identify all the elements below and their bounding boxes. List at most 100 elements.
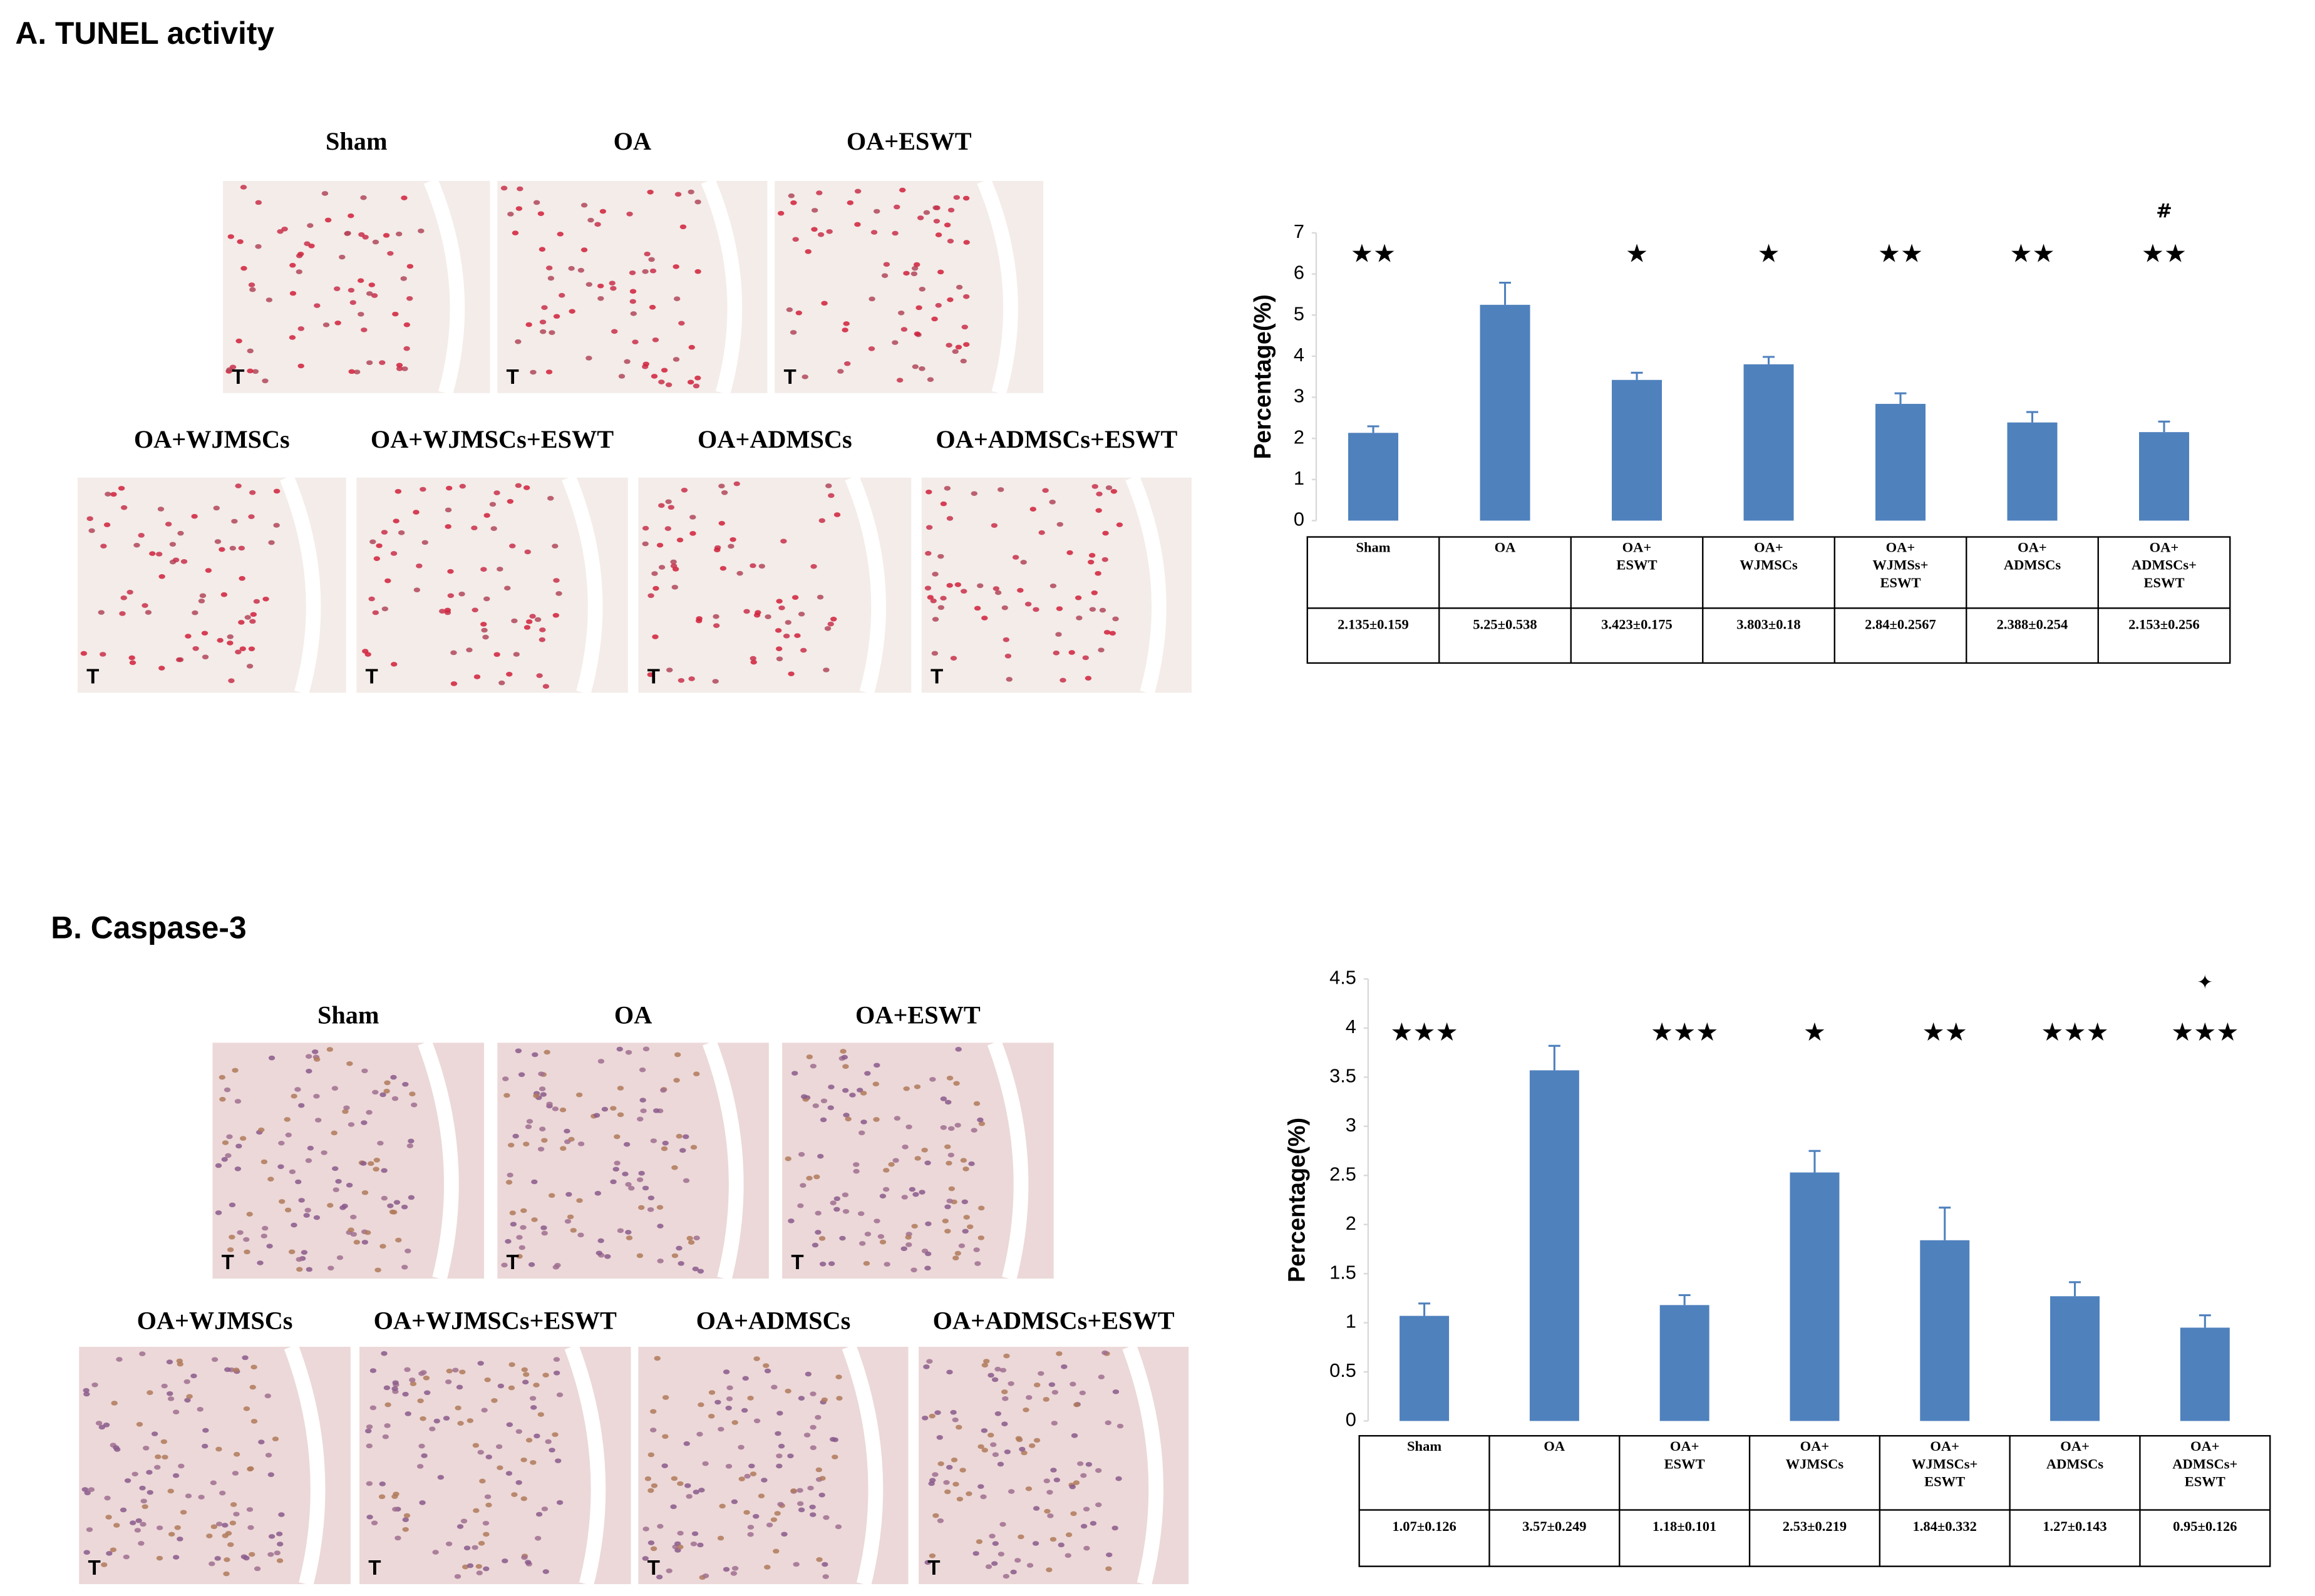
image-marker: T [931,665,943,688]
table-cell: 0.95±0.126 [2173,1520,2237,1535]
cell-nucleus [303,1213,310,1218]
cell-nucleus [532,1052,539,1058]
cell-nucleus [518,1245,525,1250]
cell-nucleus [718,1426,724,1432]
cell-nucleus [541,1230,548,1236]
cell-nucleus [472,1443,480,1448]
cell-nucleus [139,1351,146,1356]
image-marker: T [222,1251,234,1274]
error-bar [1367,425,1379,433]
cell-nucleus [174,1525,181,1530]
cell-nucleus [658,565,666,570]
cell-nucleus [925,550,932,556]
cell-nucleus [815,1230,822,1235]
cell-nucleus [717,1535,724,1541]
cell-nucleus [1058,1542,1065,1548]
cell-nucleus [1065,1532,1073,1537]
cell-nucleus [629,289,637,294]
cell-nucleus [545,265,553,270]
cell-nucleus [842,327,848,332]
cell-nucleus [506,1422,513,1428]
cell-nucleus [576,1198,583,1203]
cell-nucleus [981,1428,988,1433]
cell-nucleus [493,490,500,495]
cell-nucleus [396,366,403,371]
cell-nucleus [229,1202,236,1208]
cell-nucleus [697,1542,704,1548]
cell-nucleus [531,1179,538,1185]
cell-nucleus [997,1461,1004,1467]
cell-nucleus [497,1383,505,1389]
cell-nucleus [863,1261,870,1266]
cell-nucleus [652,337,659,342]
cell-nucleus [314,1057,321,1062]
cell-nucleus [741,1408,748,1413]
cell-nucleus [956,1496,964,1502]
cell-nucleus [222,1140,229,1145]
table-cell: 1.27±0.143 [2043,1520,2106,1535]
cell-nucleus [912,1192,919,1197]
cell-nucleus [877,1234,885,1239]
cell-nucleus [186,1394,193,1399]
cell-nucleus [690,1145,698,1150]
value-label: 2.153±0.256 [2128,618,2200,634]
cell-nucleus [410,1381,417,1386]
cell-nucleus [1053,1477,1061,1483]
cell-nucleus [937,1461,944,1466]
cell-nucleus [339,254,346,260]
image-marker: T [647,1557,660,1580]
cell-nucleus [277,1542,284,1547]
cell-nucleus [348,213,354,219]
cell-nucleus [665,382,673,388]
cell-nucleus [696,616,703,621]
cell-nucleus [642,1185,649,1191]
cell-nucleus [267,1176,274,1182]
cell-nucleus [959,1468,966,1473]
cell-nucleus [807,1485,814,1491]
cell-nucleus [240,265,247,271]
cell-nucleus [692,1266,699,1272]
cell-nucleus [750,656,756,661]
comparison-mark: # [2156,200,2172,222]
cell-nucleus [1016,1437,1023,1443]
cell-nucleus [812,1242,819,1248]
cell-nucleus [854,222,861,227]
cell-nucleus [368,1161,374,1166]
cell-nucleus [894,1116,901,1121]
cell-nucleus [512,1133,519,1139]
cell-nucleus [1083,1506,1090,1512]
cell-nucleus [276,1532,283,1537]
cell-nucleus [401,1204,408,1210]
cell-nucleus [925,1221,932,1227]
cell-nucleus [987,1433,994,1438]
cell-nucleus [552,543,559,548]
cell-nucleus [523,1372,530,1377]
cell-nucleus [565,1192,572,1197]
cell-nucleus [526,1119,534,1124]
cell-nucleus [931,651,939,656]
cell-nucleus [673,357,680,362]
cell-nucleus [559,1107,567,1113]
cell-nucleus [515,483,522,488]
cell-nucleus [1014,1558,1021,1563]
y-tick-label: 3 [1346,1114,1356,1136]
cell-nucleus [523,1141,530,1146]
error-bar [2026,411,2038,423]
cell-nucleus [239,1136,247,1141]
cell-nucleus [556,1392,564,1398]
cell-nucleus [1033,1438,1041,1443]
table-cell: 3.803±0.18 [1736,619,1800,634]
cell-nucleus [564,1128,570,1134]
cell-nucleus [233,1367,240,1372]
cell-nucleus [313,1215,321,1220]
cell-nucleus [817,1153,824,1159]
cell-nucleus [331,1130,338,1136]
cell-nucleus [185,634,192,639]
cell-nucleus [1116,522,1123,527]
cell-nucleus [523,485,530,490]
cell-nucleus [227,641,234,646]
tissue-edge [977,178,1018,395]
cell-nucleus [361,1240,369,1245]
cell-nucleus [647,672,654,677]
cell-nucleus [676,537,684,543]
